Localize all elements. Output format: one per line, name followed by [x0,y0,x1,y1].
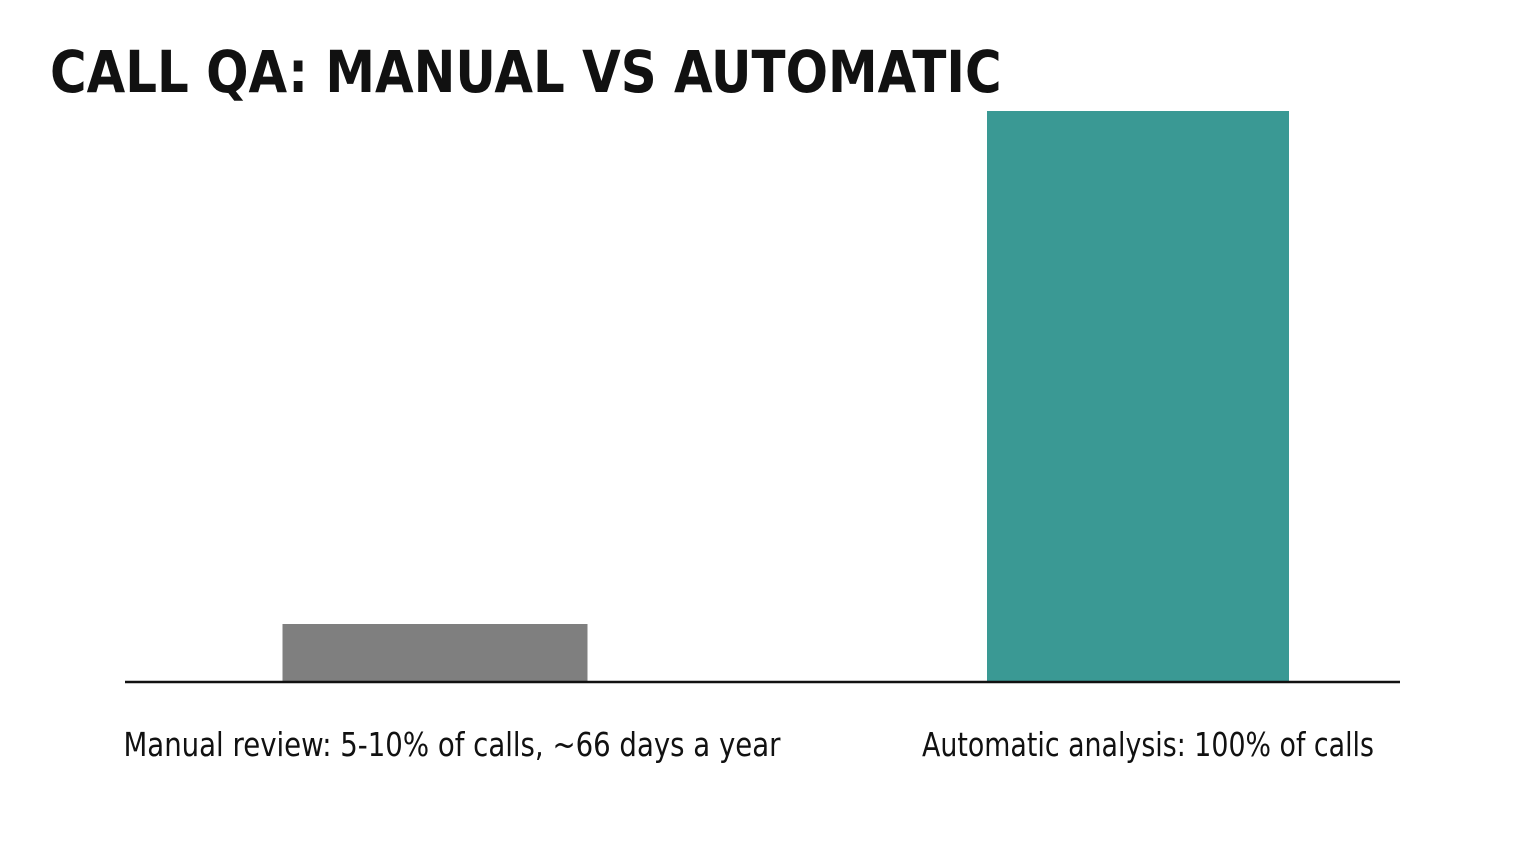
bar-automatic-analysis [987,111,1289,681]
bars-layer [282,111,1289,681]
chart-title: CALL QA: MANUAL VS AUTOMATIC [50,38,1002,106]
category-label-manual-review: Manual review: 5-10% of calls, ~66 days … [124,725,781,764]
category-labels: Manual review: 5-10% of calls, ~66 days … [124,725,1375,764]
category-label-automatic-analysis: Automatic analysis: 100% of calls [922,725,1374,764]
bar-manual-review [282,624,588,681]
